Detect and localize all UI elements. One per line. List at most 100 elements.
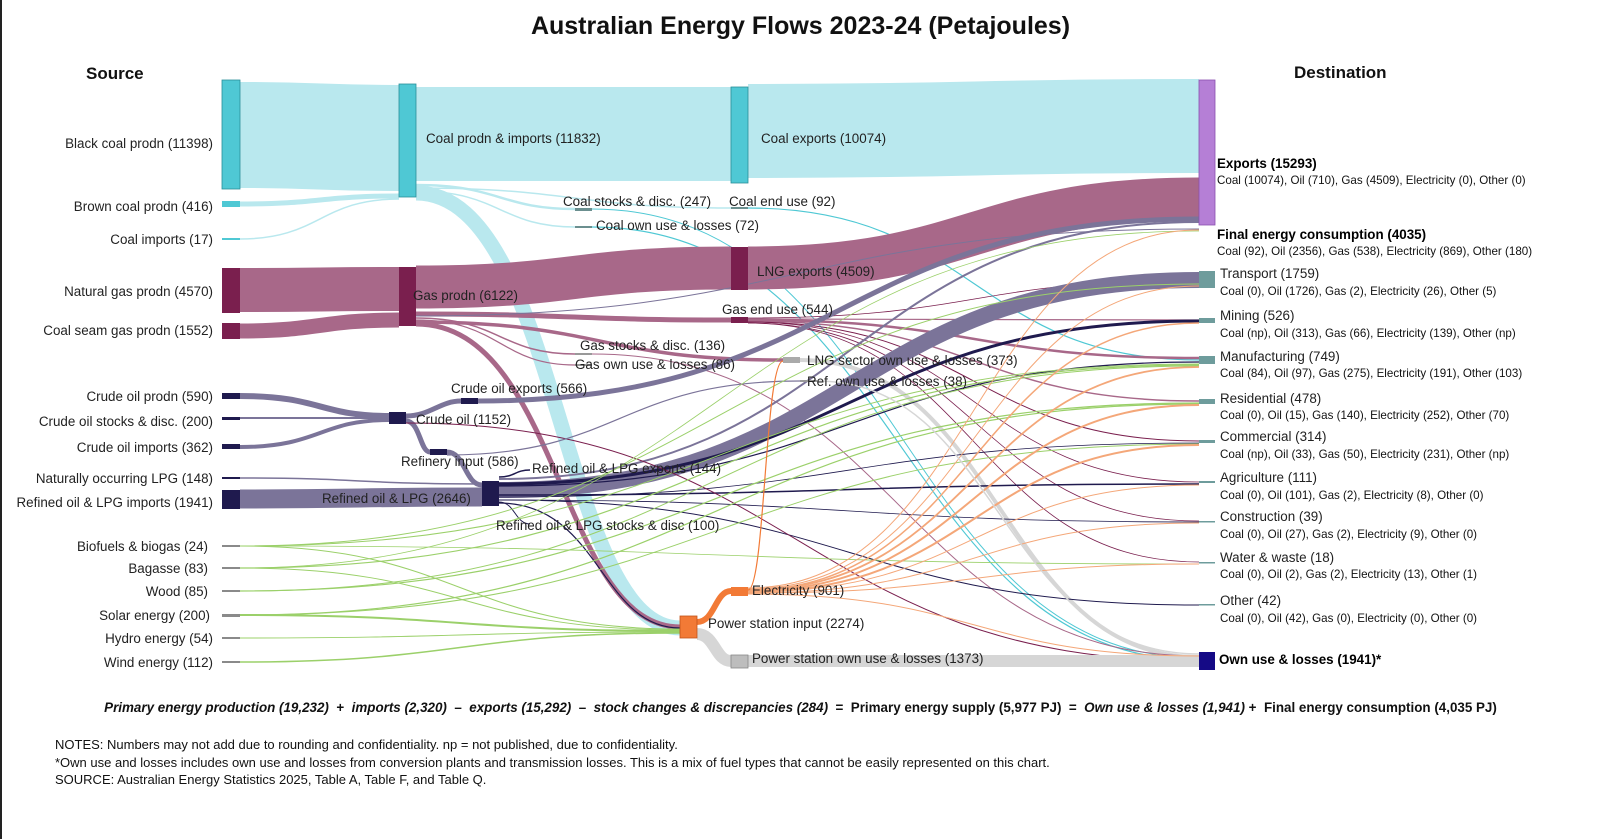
flow-gas-end-to-construction bbox=[747, 322, 1200, 522]
label-wind: Wind energy (112) bbox=[104, 655, 213, 670]
node-coal-end-use bbox=[731, 207, 748, 209]
node-crude-oil bbox=[389, 412, 406, 424]
chart-title: Australian Energy Flows 2023-24 (Petajou… bbox=[530, 12, 1071, 40]
flow-hydro-to-power-station bbox=[239, 631, 681, 639]
eq-op-plus-2: + bbox=[1248, 700, 1257, 715]
eq-op-minus: – bbox=[454, 700, 462, 715]
node-agriculture bbox=[1199, 481, 1215, 483]
node-lng-own bbox=[783, 357, 800, 363]
flow-gas-to-final bbox=[415, 228, 1200, 317]
flow-gas-end-to-commercial bbox=[747, 321, 1200, 442]
flow-refined-to-commercial bbox=[498, 442, 1200, 498]
eq-primary-supply: Primary energy supply (5,977 PJ) bbox=[850, 700, 1062, 715]
eq-op-minus-2: – bbox=[578, 700, 587, 715]
label-coal-end: Coal end use (92) bbox=[729, 194, 835, 209]
detail-final: Coal (92), Oil (2356), Gas (538), Electr… bbox=[1217, 245, 1532, 258]
flow-power-station-to-electricity bbox=[696, 588, 732, 625]
label-crude-prodn: Crude oil prodn (590) bbox=[86, 389, 213, 404]
flow-coal-prodn-to-coal-end bbox=[415, 187, 732, 209]
label-natural-gas: Natural gas prodn (4570) bbox=[64, 284, 213, 299]
node-gas-stocks bbox=[575, 353, 592, 355]
node-lpg-natural bbox=[222, 477, 240, 479]
flow-natural-gas-to-gas-prodn bbox=[239, 267, 400, 312]
label-agriculture: Agriculture (111) bbox=[1220, 470, 1317, 485]
label-refinery-input: Refinery input (586) bbox=[401, 454, 519, 469]
label-gas-end: Gas end use (544) bbox=[722, 302, 833, 317]
node-solar bbox=[222, 614, 240, 617]
flow-solar-to-commercial bbox=[239, 443, 1200, 616]
flow-refined-to-construction bbox=[498, 499, 1200, 523]
flow-refined-imports-to-refined bbox=[239, 487, 483, 509]
label-biofuels: Biofuels & biogas (24) bbox=[77, 539, 208, 554]
label-coal-prodn: Coal prodn & imports (11832) bbox=[426, 131, 601, 146]
flow-refined-to-exports-node bbox=[498, 221, 1200, 480]
label-csg: Coal seam gas prodn (1552) bbox=[43, 323, 213, 338]
flow-wind-to-power-station bbox=[239, 632, 681, 663]
node-coal-stocks bbox=[575, 208, 592, 211]
flow-wood-to-residential bbox=[239, 402, 1200, 592]
flow-coal-stocks-to-own-use bbox=[591, 208, 1200, 659]
flow-crude-imports-to-crude bbox=[239, 418, 390, 449]
label-bagasse: Bagasse (83) bbox=[128, 561, 208, 576]
label-black-coal: Black coal prodn (11398) bbox=[65, 136, 213, 151]
flow-crude-to-own-use bbox=[405, 422, 1200, 662]
label-manufacturing: Manufacturing (749) bbox=[1220, 349, 1340, 364]
flow-gas-end-to-water bbox=[747, 322, 1200, 563]
eq-final-consumption: Final energy consumption (4,035 PJ) bbox=[1263, 700, 1497, 715]
label-construction: Construction (39) bbox=[1220, 509, 1323, 524]
node-gas-end-use bbox=[731, 317, 748, 323]
label-coal-imports: Coal imports (17) bbox=[110, 232, 213, 247]
label-gas-prodn: Gas prodn (6122) bbox=[413, 288, 518, 303]
node-residential bbox=[1199, 399, 1215, 404]
node-other bbox=[1199, 604, 1215, 606]
flow-gas-prodn-to-lng-exports bbox=[415, 246, 732, 309]
flow-solar-to-residential bbox=[239, 403, 1200, 616]
label-coal-exports: Coal exports (10074) bbox=[761, 131, 886, 146]
flow-refined-to-refined-exports bbox=[498, 469, 531, 478]
detail-commercial: Coal (np), Oil (33), Gas (50), Electrici… bbox=[1220, 448, 1509, 461]
eq-op-equals: = bbox=[835, 700, 844, 715]
node-crude-oil-exports bbox=[461, 398, 478, 404]
flow-biofuels-to-power-station bbox=[239, 545, 681, 630]
node-biofuels bbox=[222, 545, 240, 547]
label-crude-exports: Crude oil exports (566) bbox=[451, 381, 587, 396]
detail-agriculture: Coal (0), Oil (101), Gas (2), Electricit… bbox=[1220, 489, 1484, 502]
node-electricity bbox=[731, 587, 748, 596]
destination-header: Destination bbox=[1294, 63, 1387, 82]
label-coal-stocks: Coal stocks & disc. (247) bbox=[563, 194, 711, 209]
node-coal-own bbox=[575, 226, 592, 228]
flow-brown-coal-to-coal-prodn bbox=[239, 193, 400, 207]
flow-electricity-to-commercial bbox=[747, 444, 1200, 593]
eq-op-plus: + bbox=[336, 700, 345, 715]
flow-electricity-to-transport bbox=[747, 285, 1200, 590]
node-wind bbox=[222, 661, 240, 663]
flow-gas-prodn-to-gas-stocks bbox=[415, 317, 576, 355]
detail-exports: Coal (10074), Oil (710), Gas (4509), Ele… bbox=[1217, 174, 1526, 187]
node-crude-oil-imports bbox=[222, 444, 240, 449]
label-residential: Residential (478) bbox=[1220, 391, 1321, 406]
node-wood bbox=[222, 590, 240, 592]
node-coal-exports bbox=[730, 86, 749, 184]
label-refined: Refined oil & LPG (2646) bbox=[322, 491, 471, 506]
flow-lpg-to-refined bbox=[239, 477, 483, 485]
flow-gas-prodn-to-gas-end bbox=[415, 311, 732, 323]
label-crude-imports: Crude oil imports (362) bbox=[77, 440, 213, 455]
flow-crude-exports-to-exports bbox=[477, 216, 1200, 404]
label-solar: Solar energy (200) bbox=[99, 608, 210, 623]
flow-refined-to-power-station bbox=[498, 502, 681, 629]
flow-gas-stocks-to-own-use bbox=[591, 353, 1200, 657]
flow-ref-own-to-own-use bbox=[816, 380, 1200, 655]
node-refined-imports bbox=[222, 490, 240, 509]
detail-transport: Coal (0), Oil (1726), Gas (2), Electrici… bbox=[1220, 285, 1497, 298]
node-csg-prodn bbox=[222, 323, 240, 339]
node-brown-coal-prodn bbox=[222, 201, 240, 207]
flow-gas-end-to-agriculture bbox=[747, 321, 1200, 483]
label-water: Water & waste (18) bbox=[1220, 550, 1334, 565]
node-power-own bbox=[730, 654, 749, 669]
flow-coal-prodn-to-power-station bbox=[415, 185, 681, 636]
eq-op-equals-2: = bbox=[1068, 700, 1077, 715]
node-crude-oil-stocks bbox=[222, 417, 240, 420]
flow-biofuels-to-transport bbox=[239, 283, 1200, 547]
node-black-coal-prodn bbox=[221, 79, 241, 190]
